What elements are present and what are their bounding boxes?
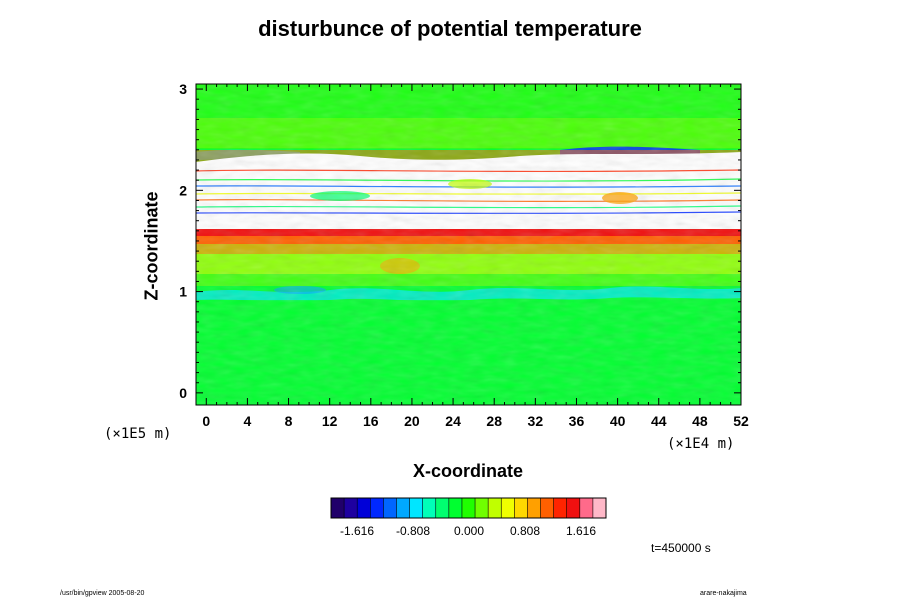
- colorbar-frame: [330, 497, 607, 519]
- y-tick-label: 2: [179, 182, 187, 198]
- colorbar-swatch: [331, 498, 345, 518]
- colorbar-swatch: [409, 498, 424, 518]
- x-axis-label: X-coordinate: [412, 461, 523, 481]
- time-label: t=450000 s: [651, 541, 711, 555]
- colorbar-swatch: [344, 498, 358, 518]
- footer-left: /usr/bin/gpview 2005-08-20: [60, 590, 145, 597]
- colorbar-swatch: [461, 498, 476, 518]
- colorbar-swatch: [435, 498, 450, 518]
- x-tick-label: 12: [322, 413, 338, 429]
- y-tick-label: 3: [179, 81, 187, 97]
- x-tick-label: 8: [285, 413, 293, 429]
- x-tick-label: 28: [486, 413, 502, 429]
- z-unit-label: (×1E5 m): [104, 426, 172, 442]
- x-tick-label: 16: [363, 413, 379, 429]
- x-tick-label: 24: [445, 413, 461, 429]
- y-tick-label: 1: [179, 284, 187, 300]
- colorbar-tick-label: 0.000: [454, 524, 484, 538]
- colorbar-swatch: [370, 498, 384, 518]
- colorbar-swatch: [448, 498, 463, 518]
- chart-title: disturbunce of potential temperature: [258, 16, 642, 41]
- x-tick-label: 48: [692, 413, 708, 429]
- colorbar-swatch: [501, 498, 515, 518]
- colorbar-swatch: [566, 498, 581, 518]
- x-tick-label: 52: [733, 413, 749, 429]
- heatmap-field: [196, 84, 741, 405]
- field-texture: [196, 84, 741, 405]
- footer-right: arare-nakajima: [700, 590, 747, 597]
- x-tick-label: 0: [202, 413, 210, 429]
- y-tick-label: 0: [179, 385, 187, 401]
- colorbar-tick-label: -1.616: [340, 524, 374, 538]
- colorbar-tick-label: 1.616: [566, 524, 596, 538]
- x-tick-label: 40: [610, 413, 626, 429]
- colorbar-swatch: [527, 498, 541, 518]
- colorbar-swatch: [553, 498, 568, 518]
- colorbar-swatch: [592, 498, 607, 518]
- x-axis-ticks: 0 4 8 12 16 20 24 28 32 36 40 44 48 52: [202, 84, 749, 429]
- colorbar-swatch: [540, 498, 555, 518]
- y-axis-ticks: 0 1 2 3: [179, 81, 741, 401]
- y-axis-label: Z-coordinate: [141, 191, 162, 301]
- x-unit-label: (×1E4 m): [667, 436, 735, 452]
- colorbar-swatch: [488, 498, 502, 518]
- x-tick-label: 36: [569, 413, 585, 429]
- colorbar-swatch: [357, 498, 371, 518]
- colorbar-swatch: [383, 498, 397, 518]
- colorbar-tick-label: 0.808: [510, 524, 540, 538]
- colorbar-swatch: [475, 498, 489, 518]
- x-tick-label: 44: [651, 413, 667, 429]
- colorbar-tick-label: -0.808: [396, 524, 430, 538]
- colorbar-swatch: [422, 498, 437, 518]
- colorbar-swatch: [396, 498, 410, 518]
- x-tick-label: 32: [528, 413, 544, 429]
- x-tick-label: 20: [404, 413, 420, 429]
- colorbar-swatch: [579, 498, 594, 518]
- x-tick-label: 4: [244, 413, 252, 429]
- colorbar-swatch: [514, 498, 528, 518]
- colorbar: -1.616 -0.808 0.000 0.808 1.616: [330, 497, 607, 538]
- plot-frame: [195, 83, 742, 406]
